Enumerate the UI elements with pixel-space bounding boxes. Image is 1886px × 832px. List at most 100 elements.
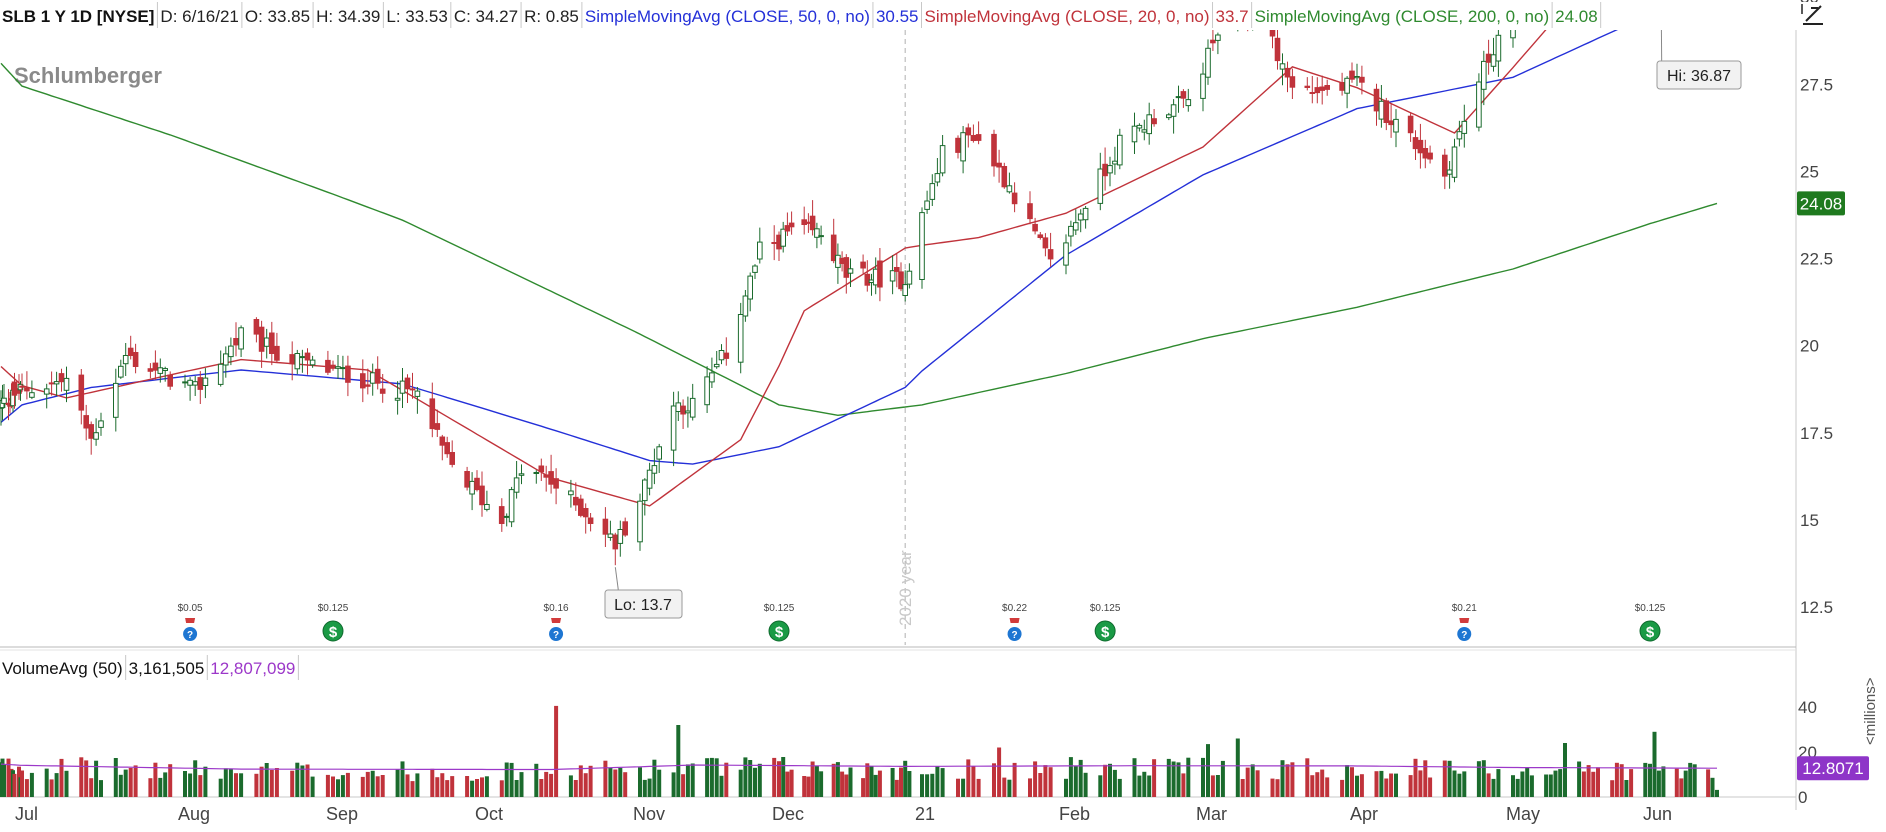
candle-body[interactable] bbox=[704, 376, 710, 406]
volume-bar[interactable] bbox=[1315, 772, 1320, 797]
candle-body[interactable] bbox=[233, 338, 239, 346]
volume-bar[interactable] bbox=[1210, 775, 1215, 797]
candle-body[interactable] bbox=[1151, 118, 1157, 125]
candle-body[interactable] bbox=[58, 373, 65, 383]
candle-body[interactable] bbox=[304, 352, 311, 361]
candle-body[interactable] bbox=[960, 132, 966, 162]
candle-body[interactable] bbox=[1284, 67, 1291, 78]
candle-body[interactable] bbox=[78, 374, 85, 411]
candle-body[interactable] bbox=[325, 359, 331, 373]
candle-body[interactable] bbox=[1359, 76, 1365, 83]
candles-group[interactable] bbox=[0, 0, 1719, 566]
volume-bar[interactable] bbox=[340, 775, 345, 797]
candle-body[interactable] bbox=[1180, 91, 1187, 99]
candle-body[interactable] bbox=[1011, 192, 1018, 205]
candle-body[interactable] bbox=[1461, 120, 1468, 134]
candle-body[interactable] bbox=[612, 534, 619, 550]
volume-bar[interactable] bbox=[1457, 773, 1462, 797]
candle-body[interactable] bbox=[939, 145, 946, 174]
candle-body[interactable] bbox=[742, 295, 749, 317]
volume-bar[interactable] bbox=[1305, 758, 1310, 797]
candle-body[interactable] bbox=[132, 352, 139, 367]
candle-body[interactable] bbox=[1200, 73, 1206, 99]
volume-bar[interactable] bbox=[198, 775, 203, 797]
volume-bar[interactable] bbox=[440, 773, 445, 797]
candle-body[interactable] bbox=[656, 446, 663, 460]
volume-bar[interactable] bbox=[64, 770, 69, 797]
candle-body[interactable] bbox=[11, 381, 18, 396]
candle-body[interactable] bbox=[1215, 34, 1221, 41]
candle-body[interactable] bbox=[1383, 100, 1390, 124]
volume-bar[interactable] bbox=[1290, 762, 1295, 797]
volume-bar[interactable] bbox=[475, 779, 479, 797]
volume-bar[interactable] bbox=[869, 766, 874, 797]
volume-bar[interactable] bbox=[254, 773, 259, 797]
candle-body[interactable] bbox=[1378, 100, 1385, 120]
volume-bar[interactable] bbox=[1103, 764, 1108, 797]
candle-body[interactable] bbox=[289, 354, 295, 365]
volume-bar[interactable] bbox=[128, 767, 133, 797]
candle-body[interactable] bbox=[1324, 85, 1331, 90]
candle-body[interactable] bbox=[929, 183, 936, 200]
volume-bar[interactable] bbox=[470, 780, 475, 797]
volume-bar[interactable] bbox=[405, 774, 410, 797]
candle-body[interactable] bbox=[975, 134, 982, 141]
candle-body[interactable] bbox=[1117, 134, 1123, 166]
candle-body[interactable] bbox=[713, 363, 720, 368]
candle-body[interactable] bbox=[1170, 104, 1177, 117]
volume-bar[interactable] bbox=[163, 772, 168, 797]
volume-bar[interactable] bbox=[1428, 777, 1433, 798]
candle-body[interactable] bbox=[1485, 53, 1492, 63]
volume-bar[interactable] bbox=[1394, 773, 1398, 797]
candle-body[interactable] bbox=[1289, 76, 1296, 88]
volume-bar[interactable] bbox=[89, 778, 94, 797]
volume-bar[interactable] bbox=[1553, 770, 1558, 797]
volume-bar[interactable] bbox=[890, 768, 895, 797]
candle-body[interactable] bbox=[335, 366, 341, 369]
earnings-icon[interactable] bbox=[549, 627, 564, 641]
candle-body[interactable] bbox=[360, 373, 366, 389]
candle-body[interactable] bbox=[379, 388, 386, 394]
volume-bar[interactable] bbox=[1643, 762, 1648, 797]
volume-bar[interactable] bbox=[1418, 770, 1423, 797]
volume-bar[interactable] bbox=[681, 774, 686, 797]
candle-body[interactable] bbox=[414, 390, 421, 397]
volume-bar[interactable] bbox=[583, 773, 588, 797]
volume-bar[interactable] bbox=[671, 772, 676, 797]
volume-bar[interactable] bbox=[1389, 773, 1394, 798]
candle-body[interactable] bbox=[48, 382, 55, 385]
candle-body[interactable] bbox=[1304, 85, 1311, 88]
volume-bar[interactable] bbox=[1688, 762, 1693, 797]
candle-body[interactable] bbox=[1077, 213, 1084, 221]
volume-bar[interactable] bbox=[1525, 767, 1530, 797]
volume-bar[interactable] bbox=[992, 763, 996, 797]
volume-bar[interactable] bbox=[961, 778, 966, 797]
volume-bar[interactable] bbox=[1661, 766, 1666, 797]
candle-body[interactable] bbox=[780, 228, 787, 247]
volume-bar[interactable] bbox=[1280, 760, 1285, 797]
volume-bar[interactable] bbox=[1240, 779, 1245, 797]
volume-bar[interactable] bbox=[1002, 777, 1007, 797]
volume-bar[interactable] bbox=[925, 774, 930, 797]
volume-bar[interactable] bbox=[1374, 771, 1379, 797]
volume-bar[interactable] bbox=[1310, 775, 1315, 797]
candle-body[interactable] bbox=[253, 319, 260, 335]
candle-body[interactable] bbox=[809, 215, 816, 231]
candle-body[interactable] bbox=[757, 241, 763, 260]
candle-body[interactable] bbox=[1422, 148, 1429, 159]
volume-bar[interactable] bbox=[113, 758, 118, 797]
candle-body[interactable] bbox=[29, 392, 35, 398]
volume-bar[interactable] bbox=[757, 763, 762, 797]
candle-body[interactable] bbox=[1037, 234, 1044, 238]
candle-body[interactable] bbox=[709, 372, 715, 383]
volume-bar[interactable] bbox=[976, 778, 981, 797]
candle-body[interactable] bbox=[718, 350, 725, 361]
volume-bar[interactable] bbox=[743, 757, 748, 797]
candle-body[interactable] bbox=[1068, 225, 1074, 237]
candle-body[interactable] bbox=[1446, 169, 1453, 175]
candle-body[interactable] bbox=[223, 353, 229, 366]
volume-bar[interactable] bbox=[228, 769, 233, 797]
candle-body[interactable] bbox=[479, 485, 485, 506]
candle-body[interactable] bbox=[646, 469, 653, 489]
volume-bar[interactable] bbox=[1548, 774, 1553, 798]
